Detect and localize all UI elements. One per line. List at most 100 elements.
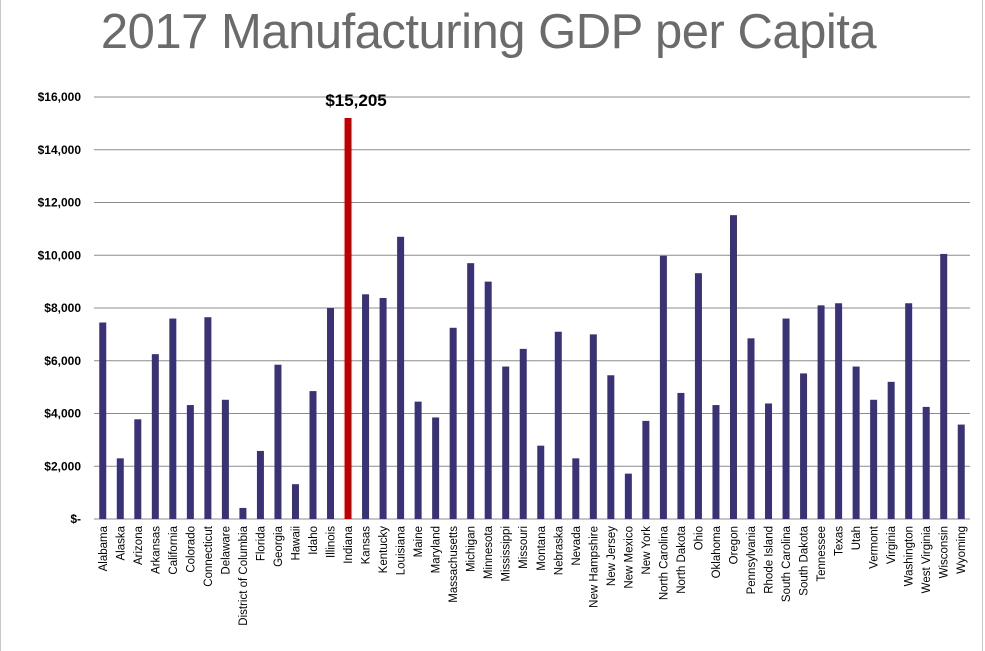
bar-virginia <box>887 381 895 519</box>
bar-mississippi <box>502 366 510 519</box>
bar-delaware <box>221 399 229 519</box>
x-tick-label: Wyoming <box>956 526 968 574</box>
bar-oklahoma <box>712 405 720 519</box>
y-tick-label: $12,000 <box>38 196 82 210</box>
bar-michigan <box>467 263 475 519</box>
x-tick-label: South Carolina <box>781 525 793 602</box>
x-tick-label: Massachusetts <box>448 526 460 603</box>
bar-arizona <box>134 419 142 519</box>
bar-california <box>169 318 177 519</box>
x-tick-label: Tennessee <box>816 526 828 582</box>
bar-washington <box>905 303 913 519</box>
x-tick-label: Maine <box>413 526 425 557</box>
x-tick-label: North Carolina <box>658 525 670 600</box>
x-tick-label: Montana <box>536 525 548 570</box>
x-tick-label: Kansas <box>361 526 373 565</box>
bar-new-york <box>642 420 650 519</box>
x-tick-label: Vermont <box>869 525 881 569</box>
bar-maryland <box>432 417 440 519</box>
x-tick-label: Missouri <box>518 526 530 569</box>
x-tick-label: Arkansas <box>150 526 162 574</box>
x-tick-label: New York <box>641 526 653 575</box>
highlight-value-label: $15,205 <box>325 91 386 110</box>
bar-louisiana <box>397 236 405 519</box>
x-tick-label: New Mexico <box>623 526 635 589</box>
x-tick-label: District of Columbia <box>238 525 250 625</box>
x-tick-label: Kentucky <box>378 526 390 574</box>
x-tick-label: New Jersey <box>606 526 618 586</box>
bar-north-dakota <box>677 392 685 519</box>
bar-indiana <box>344 117 352 519</box>
x-tick-label: Alaska <box>115 525 127 560</box>
y-tick-label: $10,000 <box>38 248 82 262</box>
bar-tennessee <box>817 305 825 519</box>
y-tick-label: $- <box>70 512 81 526</box>
bar-vermont <box>870 399 878 519</box>
x-axis-labels: Alabama Alaska Arizona Arkansas California Co… <box>98 525 968 626</box>
x-tick-label: Georgia <box>273 525 285 567</box>
y-tick-label: $16,000 <box>38 90 82 104</box>
bar-alabama <box>99 322 107 519</box>
bar-south-carolina <box>782 318 790 519</box>
y-tick-label: $8,000 <box>44 301 81 315</box>
bar-kentucky <box>379 297 387 519</box>
bar-massachusetts <box>449 327 457 519</box>
x-tick-label: Connecticut <box>203 525 215 587</box>
x-tick-label: Washington <box>904 526 916 586</box>
x-tick-label: Minnesota <box>483 525 495 579</box>
bar-pennsylvania <box>747 338 755 519</box>
x-tick-label: Michigan <box>466 526 478 572</box>
x-tick-label: Hawaii <box>290 526 302 561</box>
x-tick-label: Colorado <box>185 526 197 573</box>
x-tick-label: Louisiana <box>396 525 408 575</box>
x-tick-label: Utah <box>851 526 863 550</box>
y-tick-label: $6,000 <box>44 354 81 368</box>
bar-oregon <box>729 215 737 519</box>
x-tick-label: California <box>168 525 180 574</box>
x-tick-label: Texas <box>834 526 846 556</box>
bar-missouri <box>519 348 527 519</box>
bar-minnesota <box>484 281 492 519</box>
x-tick-label: West Virginia <box>921 525 933 593</box>
bar-new-mexico <box>624 473 632 519</box>
x-tick-label: Nebraska <box>553 525 565 575</box>
x-tick-label: Pennsylvania <box>746 525 758 594</box>
x-tick-label: Indiana <box>343 525 355 563</box>
bar-district-of-columbia <box>239 507 247 519</box>
y-tick-label: $4,000 <box>44 407 81 421</box>
bar-connecticut <box>204 317 212 519</box>
bar-nevada <box>572 458 580 519</box>
bar-new-hampshire <box>589 334 597 519</box>
bar-florida <box>256 450 264 519</box>
bar-new-jersey <box>607 375 615 519</box>
bar-wyoming <box>957 424 965 519</box>
bar-arkansas <box>151 354 159 519</box>
y-tick-label: $14,000 <box>38 143 82 157</box>
bar-idaho <box>309 391 317 519</box>
x-tick-label: Rhode Island <box>764 526 776 594</box>
bar-alaska <box>116 458 124 519</box>
x-tick-label: Illinois <box>326 526 338 558</box>
bar-ohio <box>694 273 702 519</box>
bar-rhode-island <box>765 403 773 519</box>
x-tick-label: Nevada <box>571 525 583 565</box>
y-axis-ticks: $- $2,000 $4,000 $6,000 $8,000 $10,000 $12,000… <box>38 90 82 526</box>
x-tick-label: Alabama <box>98 525 110 571</box>
bar-maine <box>414 401 422 519</box>
bar-kansas <box>362 294 370 519</box>
x-tick-label: Arizona <box>133 525 145 565</box>
y-tick-label: $2,000 <box>44 459 81 473</box>
x-tick-label: Maryland <box>431 526 443 573</box>
x-tick-label: Wisconsin <box>939 526 951 578</box>
bar-west-virginia <box>922 406 930 519</box>
x-tick-label: New Hampshire <box>588 526 600 608</box>
x-tick-label: Oklahoma <box>711 525 723 578</box>
bar-north-carolina <box>659 255 667 519</box>
x-tick-label: Mississippi <box>501 526 513 582</box>
bar-utah <box>852 366 860 519</box>
x-tick-label: Ohio <box>693 526 705 550</box>
bar-montana <box>537 445 545 519</box>
bar-nebraska <box>554 331 562 519</box>
x-tick-label: South Dakota <box>799 525 811 595</box>
bar-colorado <box>186 405 194 519</box>
